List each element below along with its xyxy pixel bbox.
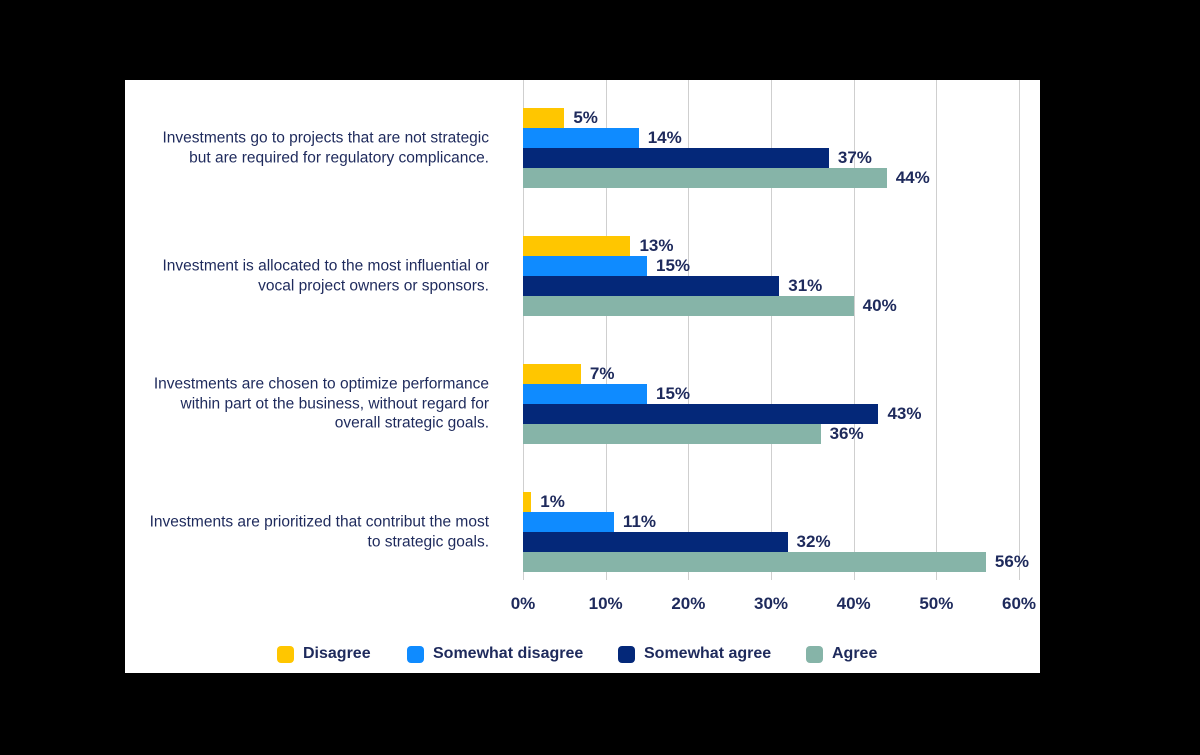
value-label: 1% — [540, 492, 565, 511]
legend-label: Somewhat agree — [644, 645, 772, 662]
x-axis-tick-label: 20% — [671, 594, 706, 613]
category-label: Investments are chosen to optimize perfo… — [153, 375, 489, 432]
value-label: 36% — [829, 424, 864, 443]
x-axis-tick-label: 40% — [836, 594, 871, 613]
x-axis-tick-label: 0% — [510, 594, 536, 613]
bar-somewhat-disagree — [523, 256, 647, 276]
x-axis-tick-label: 60% — [1001, 594, 1037, 613]
category-label: Investments go to projects that are not … — [162, 129, 489, 166]
value-label: 7% — [589, 364, 615, 383]
value-label: 43% — [887, 404, 922, 423]
gridline — [688, 80, 690, 580]
bar-agree — [523, 424, 821, 444]
bar-disagree — [523, 492, 532, 512]
value-label: 13% — [639, 236, 674, 255]
gridline — [1019, 80, 1020, 580]
bar-disagree — [523, 108, 565, 128]
bar-somewhat-disagree — [523, 384, 647, 404]
value-label: 40% — [862, 296, 897, 315]
bar-agree — [523, 168, 887, 188]
gridline — [523, 80, 524, 580]
value-label: 15% — [656, 256, 691, 275]
value-label: 32% — [796, 532, 831, 551]
gridline — [936, 80, 938, 580]
bar-somewhat-agree — [523, 532, 788, 552]
value-label: 56% — [994, 552, 1029, 571]
bar-somewhat-agree — [523, 404, 879, 424]
value-label: 37% — [837, 148, 872, 167]
legend-swatch-icon — [407, 645, 424, 663]
legend-label: Agree — [832, 645, 878, 662]
x-axis-tick-label: 10% — [588, 594, 623, 613]
x-axis-tick-label: 30% — [753, 594, 789, 613]
value-label: 11% — [622, 512, 657, 531]
value-label: 5% — [573, 108, 598, 127]
chart-card: Investments go to projects that are not … — [125, 80, 1040, 673]
x-axis-tick-label: 50% — [919, 594, 954, 613]
bar-somewhat-agree — [523, 148, 829, 168]
bar-disagree — [523, 364, 581, 384]
bar-somewhat-agree — [523, 276, 780, 296]
value-label: 14% — [647, 128, 682, 147]
bar-agree — [523, 552, 986, 572]
legend-label: Disagree — [303, 645, 371, 662]
gridline — [605, 80, 607, 580]
gridline — [853, 80, 855, 580]
value-label: 15% — [656, 384, 691, 403]
category-label: Investment is allocated to the most infl… — [162, 257, 489, 294]
legend-swatch-icon — [806, 645, 823, 663]
legend-item-somewhat-agree: Somewhat agree — [618, 643, 771, 665]
legend-item-disagree: Disagree — [277, 643, 371, 665]
legend-item-somewhat-disagree: Somewhat disagree — [407, 643, 583, 665]
value-label: 44% — [895, 168, 930, 187]
bar-somewhat-disagree — [523, 512, 614, 532]
legend-label: Somewhat disagree — [433, 645, 584, 662]
category-label: Investments are prioritized that contrib… — [149, 513, 489, 550]
legend-swatch-icon — [277, 645, 294, 663]
bar-disagree — [523, 236, 631, 256]
bar-somewhat-disagree — [523, 128, 639, 148]
value-label: 31% — [788, 276, 823, 295]
legend-swatch-icon — [618, 645, 635, 663]
bar-agree — [523, 296, 854, 316]
legend-item-agree: Agree — [806, 643, 877, 665]
gridline — [771, 80, 772, 580]
